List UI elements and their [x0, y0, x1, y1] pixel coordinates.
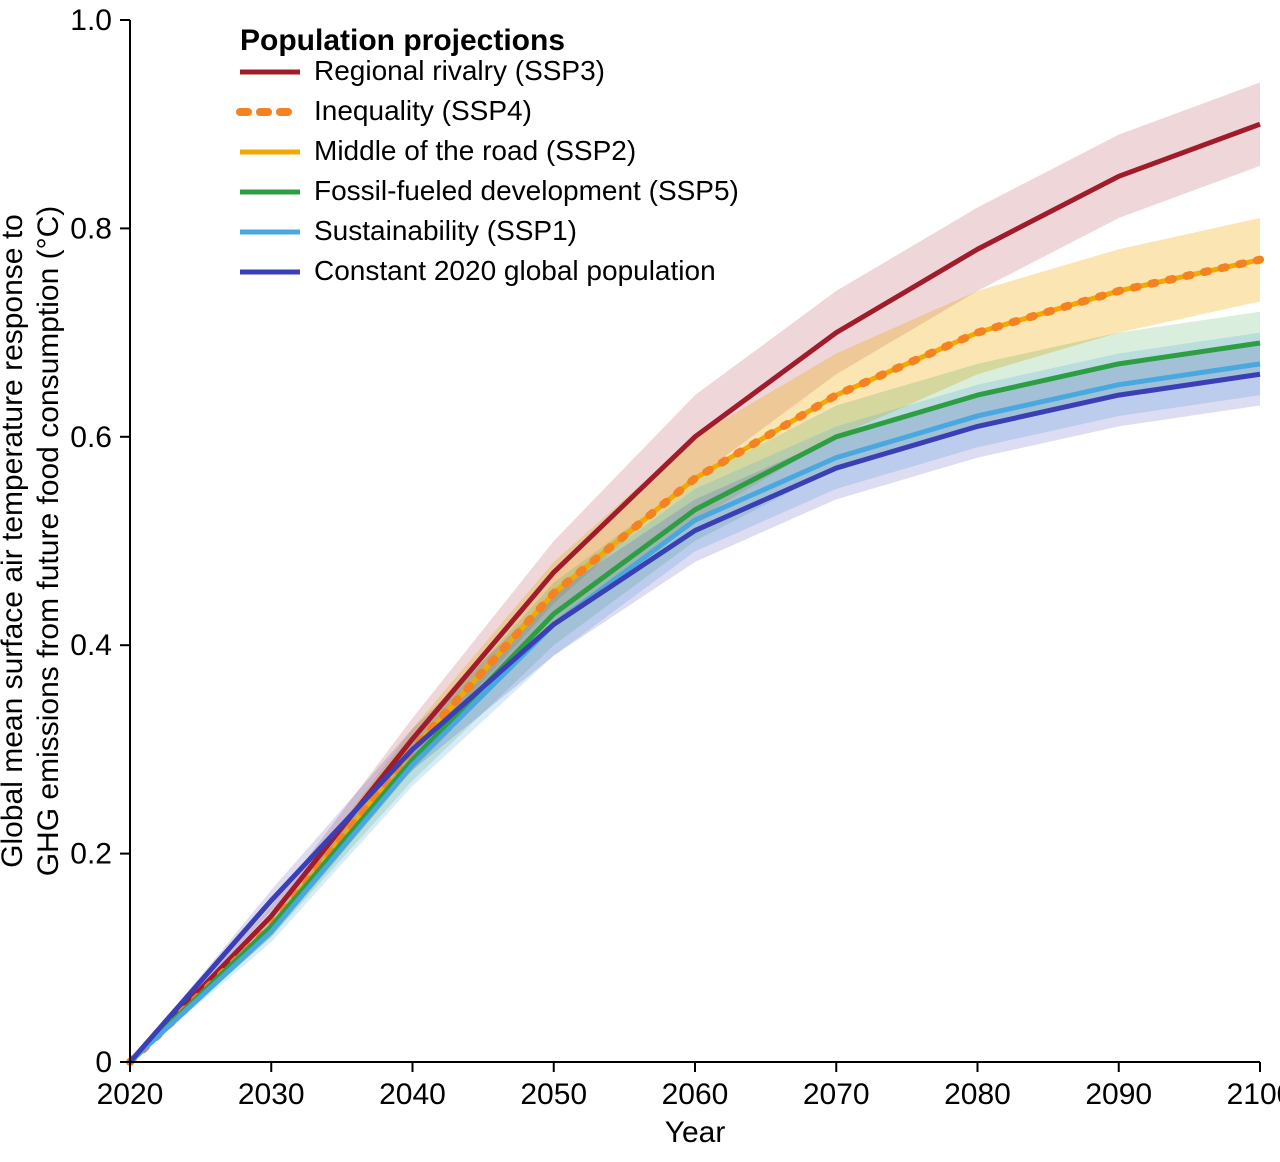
- legend-label: Middle of the road (SSP2): [314, 135, 636, 166]
- legend-label: Constant 2020 global population: [314, 255, 716, 286]
- y-tick-label: 0.6: [70, 421, 112, 454]
- x-tick-label: 2070: [803, 1078, 870, 1111]
- x-axis-label: Year: [665, 1116, 726, 1149]
- y-tick-label: 0.2: [70, 838, 112, 871]
- x-tick-label: 2080: [944, 1078, 1011, 1111]
- legend-label: Fossil-fueled development (SSP5): [314, 175, 739, 206]
- y-tick-label: 0: [95, 1046, 112, 1079]
- y-tick-label: 1.0: [70, 4, 112, 37]
- y-tick-label: 0.8: [70, 212, 112, 245]
- legend-label: Sustainability (SSP1): [314, 215, 577, 246]
- legend-title: Population projections: [240, 24, 565, 57]
- x-tick-label: 2040: [379, 1078, 446, 1111]
- x-tick-label: 2020: [97, 1078, 164, 1111]
- x-tick-label: 2060: [662, 1078, 729, 1111]
- x-tick-label: 2050: [520, 1078, 587, 1111]
- y-axis-label: Global mean surface air temperature resp…: [0, 206, 65, 877]
- legend-label: Inequality (SSP4): [314, 95, 532, 126]
- x-tick-label: 2100: [1227, 1078, 1280, 1111]
- chart-container: 2020 2030 2040 2050 2060 2070 2080 2090 2100 0 0.2…: [0, 0, 1280, 1162]
- x-tick-label: 2090: [1085, 1078, 1152, 1111]
- legend-label: Regional rivalry (SSP3): [314, 55, 605, 86]
- line-chart: 2020 2030 2040 2050 2060 2070 2080 2090 2100 0 0.2…: [0, 0, 1280, 1162]
- x-tick-label: 2030: [238, 1078, 305, 1111]
- y-tick-label: 0.4: [70, 629, 112, 662]
